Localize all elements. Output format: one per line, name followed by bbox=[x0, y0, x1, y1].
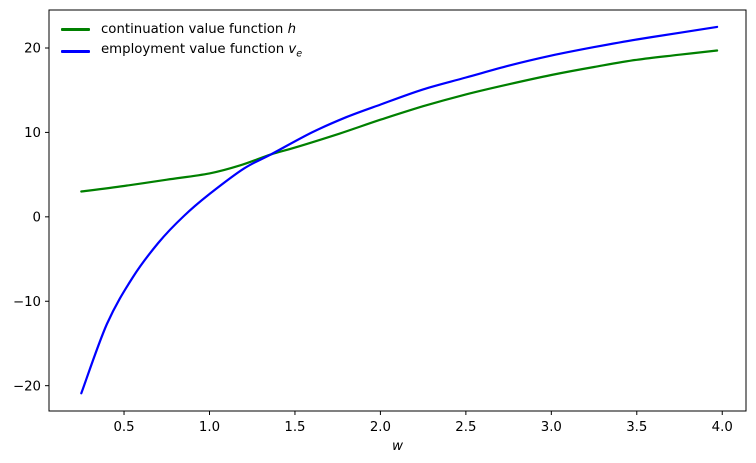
y-tick-label: −10 bbox=[13, 295, 41, 310]
x-tick-label: 1.5 bbox=[284, 420, 305, 435]
x-axis-label: w bbox=[49, 438, 746, 454]
legend-item-label: employment value function ve bbox=[101, 42, 303, 60]
x-tick-label: 2.0 bbox=[370, 420, 391, 435]
legend: continuation value function h employment … bbox=[61, 19, 302, 62]
legend-item: employment value function ve bbox=[61, 41, 302, 63]
legend-line-swatch bbox=[61, 49, 90, 53]
x-tick-label: 3.0 bbox=[541, 420, 562, 435]
y-tick-label: 20 bbox=[24, 42, 41, 57]
series-line-continuation-value-function-h bbox=[80, 49, 719, 193]
y-tick-label: 10 bbox=[24, 126, 41, 141]
legend-item: continuation value function h bbox=[61, 19, 302, 41]
x-tick-label: 4.0 bbox=[712, 420, 733, 435]
axes-frame bbox=[48, 9, 747, 412]
legend-line-swatch bbox=[61, 28, 90, 32]
x-tick-label: 2.5 bbox=[455, 420, 476, 435]
legend-item-label: continuation value function h bbox=[101, 22, 297, 38]
x-tick-label: 1.0 bbox=[199, 420, 220, 435]
y-tick-label: −20 bbox=[13, 379, 41, 394]
x-tick-label: 3.5 bbox=[626, 420, 647, 435]
x-axis-label-math: w bbox=[391, 438, 404, 454]
series-line-employment-value-function-v-e bbox=[80, 25, 719, 395]
x-tick-label: 0.5 bbox=[113, 420, 134, 435]
y-tick-label: 0 bbox=[33, 210, 41, 225]
